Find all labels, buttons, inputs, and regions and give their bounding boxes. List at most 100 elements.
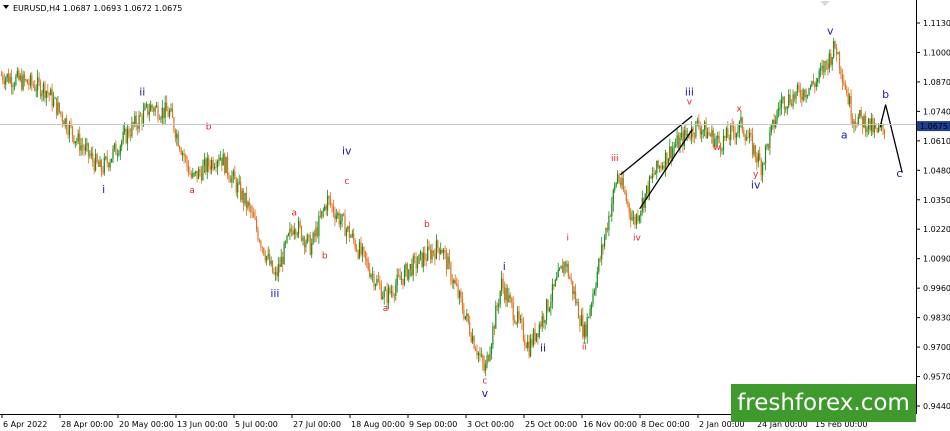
candle [596,266,598,288]
candle [348,221,350,242]
candle [222,148,224,166]
candle [741,116,743,134]
candle [176,129,178,146]
candle [144,102,146,111]
candle [524,334,526,352]
candle [679,132,681,154]
candle [505,283,507,307]
candle [611,196,613,222]
candle [190,170,192,180]
candle [16,67,18,79]
candle [547,299,549,313]
candle [203,152,205,174]
candle [431,243,433,264]
candle [311,238,313,259]
candle [193,172,195,177]
candle [531,334,533,348]
candle [125,126,127,145]
candle [873,117,875,138]
candle [35,84,37,98]
candle [773,113,775,134]
candle [108,161,110,172]
candle [466,309,468,322]
candle [660,162,662,173]
candle [53,91,55,108]
candle [486,351,488,369]
candle [228,172,230,183]
candle [676,127,678,149]
candle [659,165,661,173]
candle [389,285,391,295]
candle [551,278,553,309]
candle [390,284,392,298]
candle [441,248,443,254]
candle [522,317,524,342]
candle [295,227,297,240]
candle [269,249,271,266]
candle [480,347,482,358]
candle [759,146,761,161]
candle [614,182,616,193]
candle [534,322,536,345]
candle [817,78,819,87]
candle [115,140,117,155]
candle [51,83,53,112]
candle [606,222,609,233]
candle [250,203,252,219]
candle [351,229,353,239]
y-tick-label: 1.0870 [923,78,950,87]
candle [692,126,694,143]
candle [682,126,684,153]
candle [780,92,783,115]
x-tick-label: 5 Jul 00:00 [235,420,278,429]
candle [608,211,610,237]
candle [653,167,655,178]
candle [769,126,771,155]
candle [490,343,493,360]
wave-label: a [292,209,298,219]
candle [415,252,417,277]
candle [824,60,826,76]
candle [80,138,82,156]
candle [285,240,287,249]
candle [646,185,648,200]
candle [799,82,801,103]
wave-label: ii [582,342,587,352]
top-right-scroll-marker[interactable] [820,1,830,6]
candle [573,286,575,300]
candle [160,116,162,123]
candle [405,262,407,277]
candle [45,90,47,106]
candle [205,156,207,176]
y-tick-label: 1.0350 [923,196,950,205]
candle [126,124,129,151]
candle [37,69,39,98]
candle [367,256,369,272]
candle [161,100,163,126]
candle [554,278,556,287]
dropdown-triangle-icon[interactable] [3,5,9,9]
candle [169,108,171,120]
candle [151,103,153,112]
candle [363,246,365,257]
candle [567,261,569,280]
candle [76,137,78,146]
candle [102,165,104,176]
candle [244,192,246,207]
candle [60,110,62,117]
candle [633,210,635,225]
candle [106,150,108,168]
candle [369,262,371,279]
candle [347,225,349,233]
candle [254,209,256,221]
candle [801,89,803,107]
candle [416,256,419,273]
candle [557,262,559,278]
candle [419,249,421,261]
x-tick-label: 9 Sep 00:00 [409,420,457,429]
candle [0,70,3,77]
candle [535,333,537,343]
candle [206,152,208,179]
candle [709,132,711,137]
